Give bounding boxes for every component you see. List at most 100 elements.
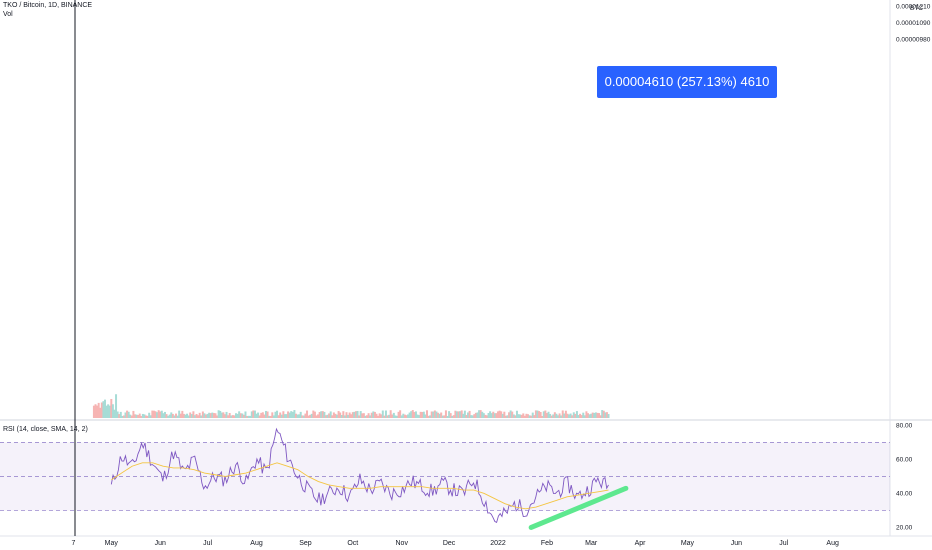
volume-bar bbox=[269, 415, 272, 418]
volume-bar bbox=[561, 410, 564, 418]
volume-bar bbox=[425, 410, 428, 418]
volume-bar bbox=[347, 414, 350, 418]
volume-bar bbox=[209, 413, 212, 418]
volume-bar bbox=[152, 410, 155, 418]
volume-bar bbox=[317, 414, 320, 418]
volume-bar bbox=[201, 411, 204, 418]
rsi-title[interactable]: RSI (14, close, SMA, 14, 2) bbox=[3, 426, 88, 433]
volume-bar bbox=[607, 414, 610, 418]
volume-bar bbox=[449, 413, 452, 418]
volume-bar bbox=[208, 412, 211, 418]
volume-bar bbox=[577, 415, 580, 418]
volume-bar bbox=[214, 413, 217, 418]
time-tick-label: Jul bbox=[203, 540, 212, 547]
volume-bar bbox=[487, 413, 490, 418]
pane-title[interactable]: TKO / Bitcoin, 1D, BINANCE bbox=[3, 2, 93, 9]
volume-bar bbox=[405, 415, 408, 418]
volume-bar bbox=[324, 415, 327, 418]
volume-bar bbox=[410, 411, 413, 418]
volume-bar bbox=[293, 410, 296, 418]
volume-bar bbox=[383, 415, 386, 418]
volume-bar bbox=[157, 410, 160, 418]
volume-bar bbox=[413, 412, 416, 418]
volume-bar bbox=[193, 415, 196, 418]
volume-bar bbox=[525, 413, 528, 418]
volume-bar bbox=[367, 413, 370, 418]
volume-bar bbox=[242, 414, 245, 418]
volume-bar bbox=[263, 414, 266, 418]
volume-bar bbox=[444, 410, 447, 418]
volume-bar bbox=[356, 410, 359, 418]
time-tick-label: Jun bbox=[155, 540, 166, 547]
volume-bar bbox=[443, 415, 446, 418]
volume-bar bbox=[334, 413, 337, 418]
volume-bar bbox=[429, 415, 432, 418]
volume-bar bbox=[506, 415, 509, 418]
volume-bar bbox=[542, 411, 545, 418]
volume-bar bbox=[359, 411, 362, 418]
volume-bar bbox=[463, 410, 466, 418]
volume-bar bbox=[217, 410, 220, 418]
volume-bar bbox=[302, 415, 305, 418]
volume-bar bbox=[329, 411, 332, 418]
volume-bar bbox=[468, 410, 471, 418]
volume-bar bbox=[388, 414, 391, 418]
volume-bar bbox=[452, 415, 455, 418]
volume-bar bbox=[247, 415, 250, 418]
volume-bar bbox=[342, 411, 345, 418]
volume-bar bbox=[473, 414, 476, 418]
volume-bar bbox=[255, 413, 258, 418]
volume-bar bbox=[602, 410, 605, 418]
time-tick-label: Jul bbox=[779, 540, 788, 547]
volume-bar bbox=[186, 413, 189, 418]
volume-bar bbox=[332, 412, 335, 418]
volume-bar bbox=[309, 414, 312, 418]
volume-bar bbox=[579, 413, 582, 418]
volume-bar bbox=[212, 413, 215, 418]
volume-bar bbox=[381, 410, 384, 418]
volume-bar bbox=[238, 411, 241, 418]
volume-bar bbox=[337, 411, 340, 418]
volume-bar bbox=[418, 415, 421, 418]
volume-bar bbox=[545, 413, 548, 418]
volume-bar bbox=[497, 411, 500, 418]
volume-bar bbox=[572, 412, 575, 418]
volume-bar bbox=[195, 413, 198, 418]
time-tick-label: Apr bbox=[635, 540, 647, 547]
volume-bar bbox=[121, 415, 124, 418]
volume-bar bbox=[500, 411, 503, 418]
currency-label: BTC bbox=[910, 5, 923, 12]
volume-bar bbox=[432, 411, 435, 418]
volume-bar bbox=[264, 410, 267, 418]
rsi-divergence-band bbox=[528, 485, 629, 530]
volume-bar bbox=[160, 410, 163, 418]
volume-bar bbox=[257, 412, 260, 418]
volume-bar bbox=[110, 398, 113, 418]
volume-bar bbox=[96, 405, 99, 418]
volume-bar bbox=[498, 410, 501, 418]
volume-bar bbox=[203, 413, 206, 418]
rsi-tick-label: 20.00 bbox=[896, 524, 913, 531]
volume-bar bbox=[604, 412, 607, 418]
volume-bar bbox=[389, 410, 392, 418]
volume-bar bbox=[380, 414, 383, 418]
volume-bar bbox=[178, 410, 181, 418]
price-tick-label: 0.00000980 bbox=[896, 36, 931, 43]
volume-bar bbox=[130, 415, 133, 418]
volume-bar bbox=[118, 414, 121, 418]
volume-bar bbox=[536, 410, 539, 418]
volume-bar bbox=[471, 415, 474, 418]
volume-bar bbox=[348, 412, 351, 418]
volume-bar bbox=[515, 410, 518, 418]
volume-bar bbox=[534, 410, 537, 418]
volume-bar bbox=[350, 414, 353, 418]
time-tick-label: Jun bbox=[731, 540, 742, 547]
volume-bar bbox=[296, 414, 299, 418]
volume-bar bbox=[331, 415, 334, 418]
volume-label[interactable]: Vol bbox=[3, 11, 13, 18]
volume-bar bbox=[544, 410, 547, 418]
volume-bar bbox=[552, 414, 555, 418]
volume-bar bbox=[156, 412, 159, 418]
volume-bar bbox=[108, 405, 111, 418]
